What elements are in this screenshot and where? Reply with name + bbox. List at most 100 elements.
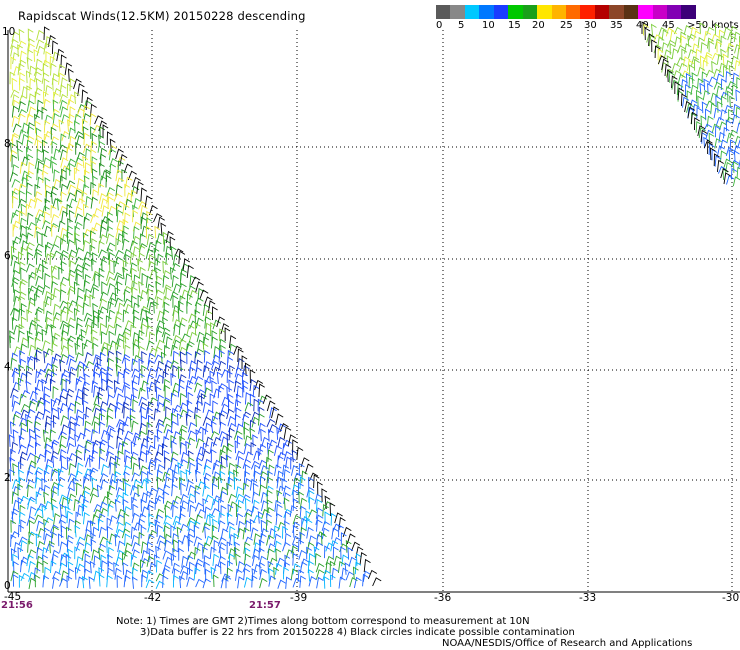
wind-barb	[68, 426, 75, 440]
wind-barb	[178, 424, 188, 434]
wind-barb	[19, 217, 27, 230]
wind-barb	[292, 545, 299, 559]
wind-barb	[131, 420, 139, 433]
wind-barb	[177, 384, 185, 398]
wind-barb	[140, 212, 149, 224]
wind-barb	[60, 282, 67, 295]
wind-barb	[220, 505, 227, 518]
wind-barb	[76, 563, 85, 574]
wind-barb	[275, 548, 282, 561]
wind-barb	[59, 300, 69, 309]
wind-barb	[52, 363, 58, 377]
wind-barb	[131, 541, 141, 552]
wind-barb	[162, 295, 170, 308]
wind-barb	[83, 312, 93, 322]
wind-barb	[44, 421, 52, 434]
wind-barb	[13, 295, 22, 307]
wind-barb	[209, 546, 217, 559]
edge-barb	[199, 289, 209, 300]
wind-barb	[162, 471, 171, 483]
wind-barb	[173, 539, 179, 552]
wind-barb	[77, 364, 84, 378]
wind-barb	[106, 276, 115, 287]
wind-barb	[85, 520, 94, 532]
wind-barb	[219, 328, 226, 342]
wind-barb	[27, 38, 35, 50]
wind-barb	[194, 558, 204, 568]
wind-barb-right	[714, 138, 722, 149]
wind-barb-right	[731, 84, 739, 96]
wind-barb-right	[687, 34, 694, 47]
wind-barb	[284, 532, 292, 546]
wind-barb	[146, 210, 152, 224]
wind-barb	[52, 316, 60, 329]
wind-barb	[203, 332, 212, 343]
edge-barb-right	[687, 106, 696, 119]
wind-barb	[266, 499, 273, 513]
wind-barb	[306, 526, 314, 539]
wind-barb	[140, 559, 146, 573]
wind-barb	[283, 508, 293, 519]
wind-barb	[27, 43, 35, 55]
wind-barb	[185, 408, 194, 421]
wind-barb	[89, 520, 96, 533]
wind-barb	[322, 569, 331, 581]
edge-barb	[182, 258, 191, 272]
wind-barb	[26, 170, 34, 182]
wind-barb	[50, 420, 57, 433]
wind-barb	[34, 347, 43, 358]
wind-barb	[92, 302, 99, 316]
legend-swatch-3	[479, 5, 494, 19]
wind-barb	[33, 248, 43, 259]
wind-barb	[345, 571, 355, 581]
wind-barb	[129, 262, 138, 274]
wind-barb	[27, 356, 34, 370]
wind-barb	[90, 283, 99, 294]
wind-barb	[188, 331, 198, 342]
wind-barb	[243, 567, 251, 581]
edge-barb-right	[697, 125, 706, 137]
wind-barb	[34, 243, 44, 252]
wind-barb	[73, 498, 81, 512]
wind-barb	[76, 375, 86, 385]
wind-barb	[51, 140, 58, 154]
wind-barb	[108, 309, 116, 322]
wind-barb	[34, 455, 41, 468]
wind-barb	[210, 322, 216, 335]
wind-barb	[74, 524, 81, 538]
wind-barb	[228, 462, 236, 475]
wind-barb	[43, 469, 50, 483]
wind-barb	[226, 386, 233, 400]
wind-barb	[137, 484, 144, 497]
wind-barb-right	[727, 80, 736, 89]
wind-barb	[323, 575, 330, 589]
wind-barb	[89, 230, 96, 244]
wind-barb	[100, 463, 109, 475]
legend-label-25: 25	[560, 20, 573, 31]
wind-barb	[172, 364, 179, 378]
wind-barb	[98, 306, 108, 316]
wind-barb	[85, 324, 94, 336]
wind-barb	[233, 380, 242, 393]
wind-barb	[137, 258, 143, 272]
wind-barb	[178, 295, 186, 308]
wind-barb	[83, 216, 90, 230]
wind-barb	[92, 270, 101, 282]
wind-barb	[201, 442, 209, 455]
wind-barb	[315, 562, 325, 573]
wind-barb	[10, 534, 17, 547]
legend-swatch-13	[623, 5, 639, 19]
wind-barb	[155, 508, 165, 519]
wind-barb	[36, 99, 44, 113]
wind-barb	[241, 494, 251, 504]
wind-barb	[44, 362, 54, 372]
wind-barb	[140, 308, 148, 321]
wind-barb	[76, 135, 85, 146]
wind-barb	[34, 337, 41, 350]
wind-barb	[10, 45, 18, 57]
wind-barb	[249, 378, 257, 392]
wind-barb	[194, 309, 201, 323]
wind-barb	[243, 553, 251, 566]
wind-barb	[10, 56, 17, 70]
